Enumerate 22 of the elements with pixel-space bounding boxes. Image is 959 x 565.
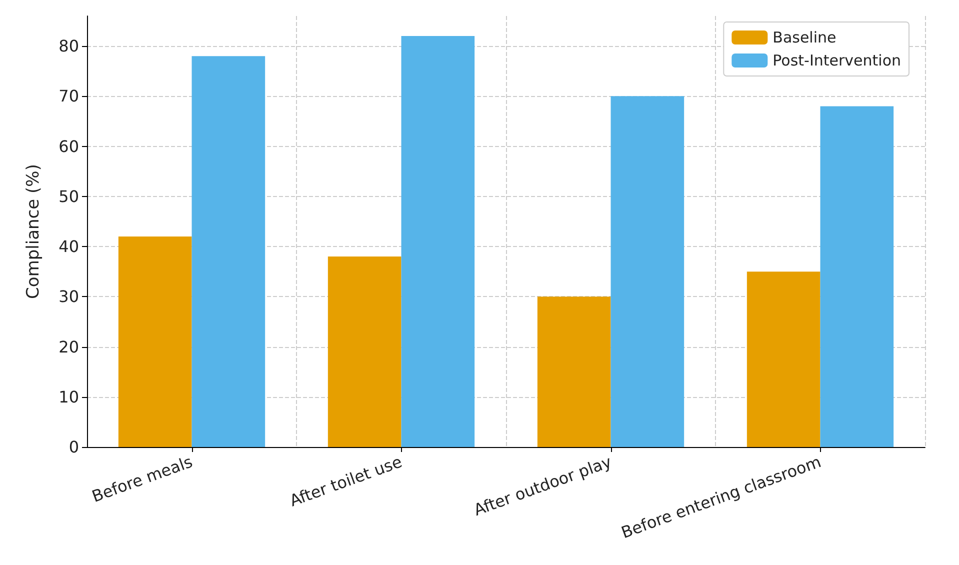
bar — [746, 272, 820, 447]
bar — [328, 256, 402, 447]
bar — [401, 36, 475, 447]
y-tick-label: 80 — [58, 36, 79, 56]
y-tick-label: 60 — [58, 136, 79, 156]
y-tick-label: 0 — [68, 438, 79, 456]
bar — [118, 236, 192, 447]
bar — [537, 296, 611, 447]
y-tick-label: 10 — [58, 387, 79, 406]
y-tick-label: 70 — [58, 86, 79, 106]
x-tick-label: Before meals — [89, 452, 195, 506]
y-axis-title: Compliance (%) — [24, 164, 44, 299]
y-tick-label: 20 — [58, 337, 79, 356]
legend-label: Baseline — [772, 28, 836, 46]
y-tick-label: 40 — [58, 237, 79, 256]
bar — [192, 56, 266, 447]
x-tick-label: After toilet use — [287, 452, 404, 510]
bar — [610, 96, 684, 447]
y-tick-label: 50 — [58, 186, 79, 206]
y-tick-label: 30 — [58, 287, 79, 306]
legend-label: Post-Intervention — [772, 52, 902, 70]
bar — [820, 106, 894, 447]
